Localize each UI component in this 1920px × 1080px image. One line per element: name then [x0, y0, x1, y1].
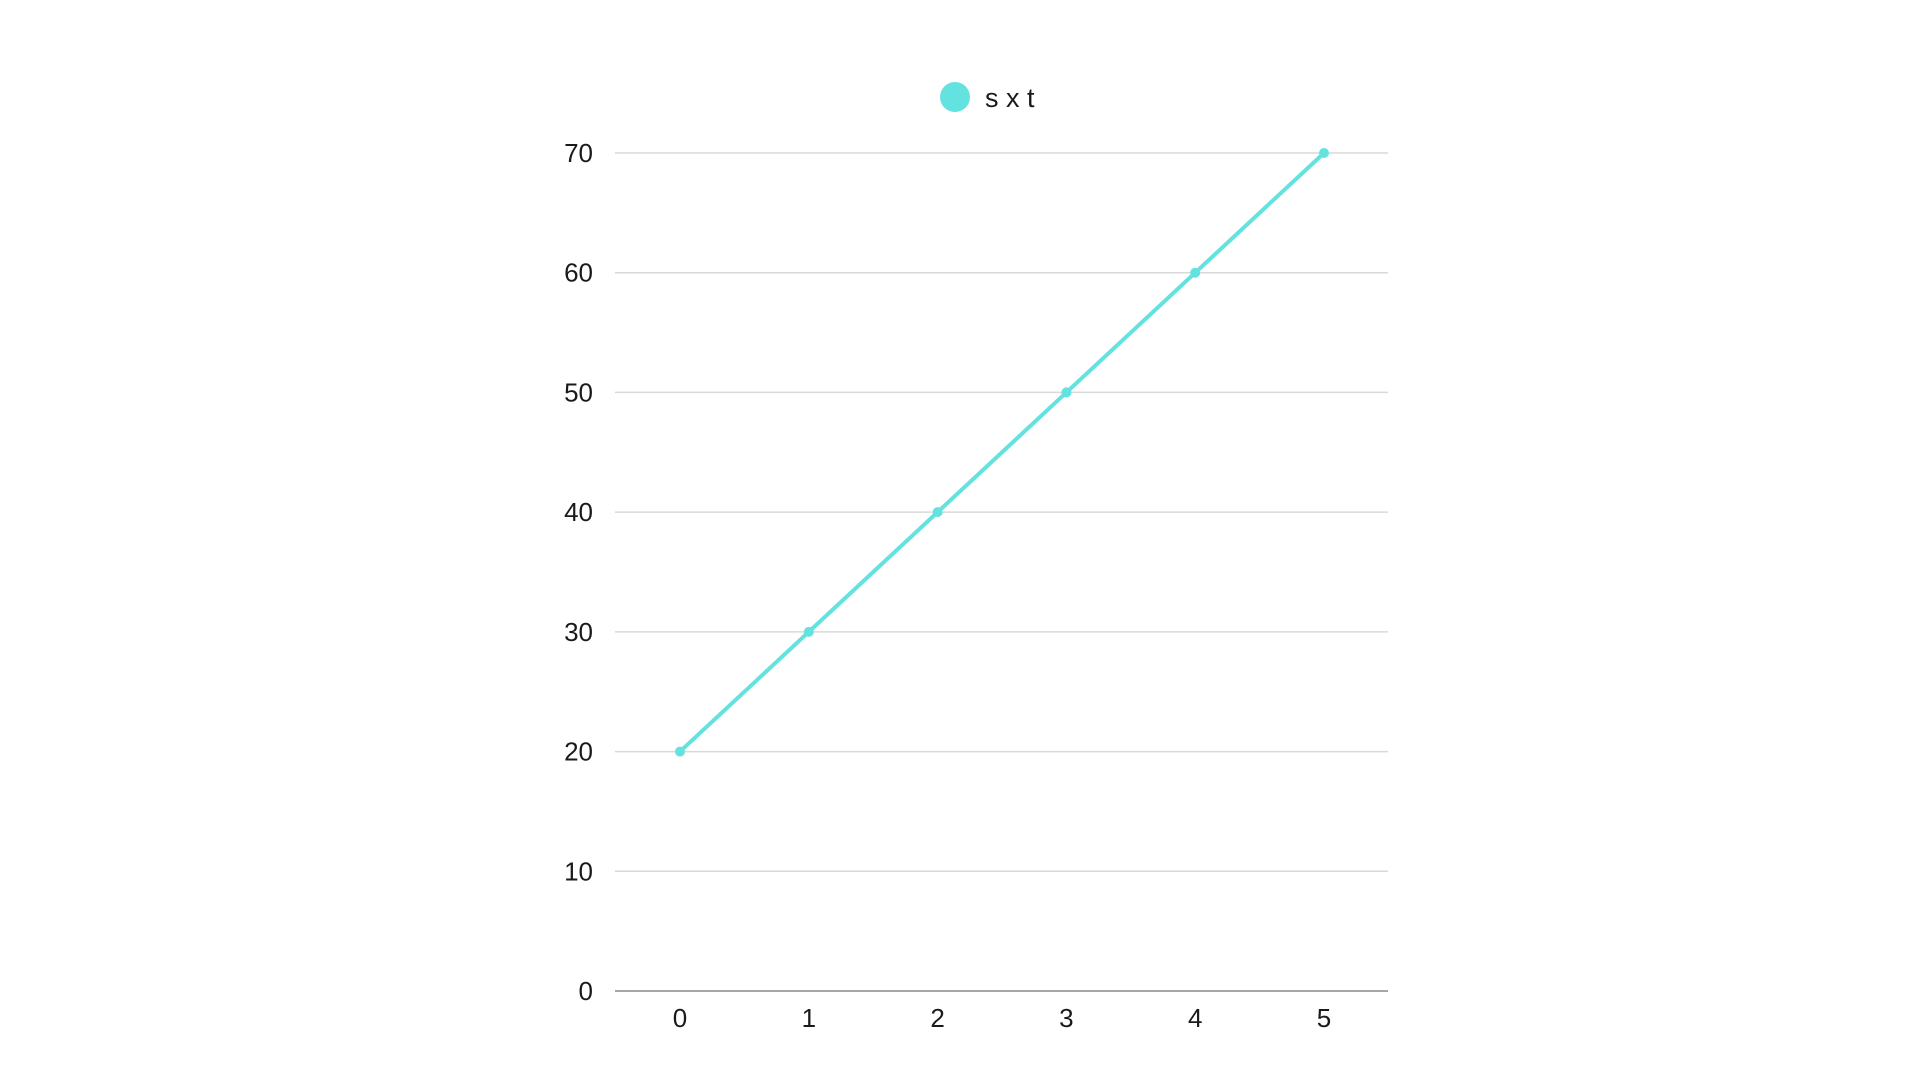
y-tick-label: 50	[564, 377, 593, 407]
legend: s x t	[940, 82, 1035, 113]
y-tick-label: 30	[564, 617, 593, 647]
gridlines	[615, 152, 1388, 873]
y-tick-label: 40	[564, 497, 593, 527]
data-point	[1319, 148, 1329, 158]
y-tick-label: 0	[579, 976, 593, 1006]
data-point	[1061, 387, 1072, 398]
x-tick-label: 2	[930, 1003, 944, 1033]
legend-swatch-s-x-t	[940, 82, 970, 112]
data-point	[675, 746, 685, 757]
series-s-x-t	[675, 148, 1329, 757]
data-point	[1190, 267, 1201, 278]
x-tick-label: 4	[1188, 1003, 1202, 1033]
y-tick-label: 10	[564, 856, 593, 886]
x-tick-label: 5	[1317, 1003, 1331, 1033]
legend-label-s-x-t: s x t	[985, 83, 1035, 113]
x-axis: 0 1 2 3 4 5	[615, 990, 1388, 1033]
y-tick-label: 20	[564, 737, 593, 767]
x-tick-label: 1	[802, 1003, 816, 1033]
y-tick-label: 70	[564, 138, 593, 168]
data-point	[932, 507, 943, 518]
y-tick-label: 60	[564, 258, 593, 288]
x-tick-label: 0	[673, 1003, 687, 1033]
x-tick-label: 3	[1059, 1003, 1073, 1033]
data-point	[803, 626, 814, 637]
y-axis-ticks: 0 10 20 30 40 50 60 70	[564, 138, 593, 1006]
series-line	[678, 151, 1326, 754]
